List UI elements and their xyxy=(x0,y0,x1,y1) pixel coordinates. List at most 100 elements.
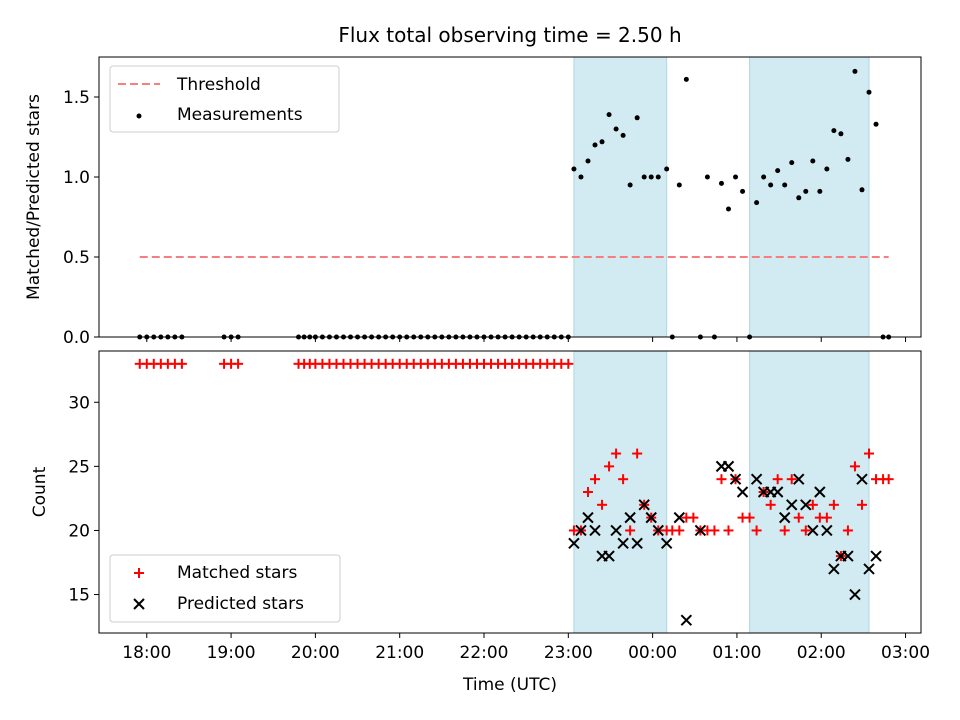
matched-star-marker xyxy=(765,499,776,510)
predicted-star-marker xyxy=(610,524,622,537)
matched-star-marker xyxy=(597,499,608,510)
measurement-point xyxy=(592,142,598,148)
predicted-star-marker xyxy=(652,524,664,537)
measurement-point xyxy=(838,131,844,137)
x-tick-label: 23:00 xyxy=(544,643,593,663)
bottom-legend: Matched stars Predicted stars xyxy=(109,554,341,623)
predicted-star-marker xyxy=(631,537,643,549)
measurement-point xyxy=(789,160,795,166)
measurement-point xyxy=(648,174,654,180)
predicted-star-marker xyxy=(828,563,840,575)
measurement-point xyxy=(782,182,788,188)
shaded-span-2 xyxy=(749,56,870,338)
predicted-star-marker xyxy=(736,486,749,498)
measurement-point xyxy=(613,126,619,132)
measurement-point xyxy=(866,89,872,95)
predicted-star-marker xyxy=(786,499,798,511)
matched-star-marker xyxy=(800,525,811,536)
matched-legend-label: Matched stars xyxy=(177,563,297,583)
bottom-panel: 15 20 25 30 18:00 19:00 20:00 21:00 22:00 23:00 0… xyxy=(30,350,930,695)
chart-title: Flux total observing time = 2.50 h xyxy=(338,23,681,47)
x-tick-label: 03:00 xyxy=(881,643,930,663)
x-tick-label: 19:00 xyxy=(207,643,256,663)
matched-star-marker xyxy=(828,499,839,510)
measurement-point xyxy=(585,158,591,164)
matched-star-marker xyxy=(849,461,860,472)
bottom-y-axis-label: Count xyxy=(30,466,50,517)
predicted-star-marker xyxy=(575,524,587,537)
measurement-point xyxy=(627,182,633,188)
bottom-plot-frame xyxy=(98,350,922,634)
matched-star-marker xyxy=(744,512,755,523)
x-tick-label: 22:00 xyxy=(460,643,509,663)
predicted-star-marker xyxy=(568,537,580,549)
top-plot-frame xyxy=(98,56,922,338)
measurement-point xyxy=(845,156,851,162)
measurement-point xyxy=(754,200,760,206)
x-tick-label: 00:00 xyxy=(628,643,677,663)
matched-star-marker xyxy=(883,474,894,485)
measurements-legend-swatch xyxy=(136,113,142,119)
measurement-point xyxy=(655,174,661,180)
predicted-star-marker xyxy=(842,550,854,562)
y-tick-label: 25 xyxy=(68,457,90,477)
measurement-point xyxy=(664,166,670,172)
measurement-point xyxy=(704,174,710,180)
predicted-star-marker xyxy=(645,511,657,524)
matched-star-marker xyxy=(716,474,727,485)
top-y-axis-label: Matched/Predicted stars xyxy=(24,94,44,300)
bottom-legend-box xyxy=(109,554,341,623)
predicted-legend-label: Predicted stars xyxy=(177,594,304,614)
predicted-star-marker xyxy=(729,473,742,485)
matched-star-marker xyxy=(233,358,244,369)
matched-star-marker xyxy=(563,358,574,369)
predicted-star-marker xyxy=(582,511,594,524)
measurement-point xyxy=(775,168,781,174)
top-legend-box xyxy=(109,65,340,133)
y-tick-label: 30 xyxy=(68,393,90,413)
measurement-point xyxy=(599,139,605,145)
predicted-star-marker xyxy=(863,563,875,575)
measurement-point xyxy=(768,182,774,188)
top-panel: 0.0 0.5 1.0 1.5 Matched/Predicted stars Thr… xyxy=(24,56,922,348)
x-tick-label: 02:00 xyxy=(797,643,846,663)
measurement-point xyxy=(817,188,823,194)
measurement-point xyxy=(803,188,809,194)
measurement-point xyxy=(831,128,837,134)
measurement-point xyxy=(676,182,682,188)
predicted-star-marker xyxy=(673,511,686,524)
measurement-point xyxy=(718,180,724,186)
predicted-star-marker xyxy=(589,524,601,537)
matched-star-marker xyxy=(604,461,615,472)
matched-star-marker xyxy=(779,525,790,536)
predicted-star-markers xyxy=(568,460,882,626)
top-legend: Threshold Measurements xyxy=(109,65,340,133)
predicted-star-marker xyxy=(778,511,791,524)
predicted-star-marker xyxy=(638,499,650,511)
predicted-star-marker xyxy=(660,537,673,549)
y-tick-label: 20 xyxy=(68,521,90,541)
x-tick-label: 01:00 xyxy=(712,643,761,663)
matched-star-marker xyxy=(176,358,187,369)
predicted-legend-swatch xyxy=(133,598,145,610)
y-tick-label: 1.0 xyxy=(63,168,90,188)
predicted-star-marker xyxy=(680,614,693,626)
y-tick-label: 0.0 xyxy=(63,328,90,348)
matched-star-marker xyxy=(723,525,734,536)
predicted-star-marker xyxy=(870,550,882,562)
matched-star-marker xyxy=(856,499,867,510)
matched-star-marker xyxy=(709,525,720,536)
measurement-point xyxy=(740,188,746,194)
matched-star-marker xyxy=(821,512,832,523)
measurement-point xyxy=(606,112,612,118)
measurement-point xyxy=(852,68,858,74)
matched-legend-marker xyxy=(134,568,144,578)
y-tick-label: 0.5 xyxy=(63,248,90,268)
predicted-star-marker xyxy=(814,486,826,498)
predicted-star-marker xyxy=(793,473,805,485)
top-y-ticks: 0.0 0.5 1.0 1.5 xyxy=(63,88,99,348)
shaded-span-1 xyxy=(573,56,668,338)
predicted-star-marker xyxy=(821,524,833,537)
matched-legend-swatch xyxy=(134,568,144,578)
